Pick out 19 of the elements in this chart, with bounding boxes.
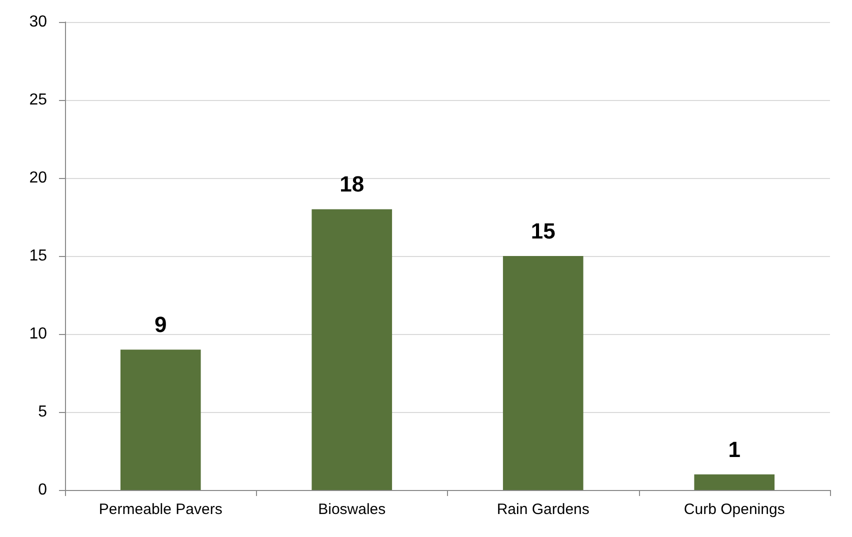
bar — [120, 350, 201, 490]
y-tick-label: 30 — [29, 14, 48, 30]
x-tick-label: Permeable Pavers — [98, 501, 222, 518]
data-label: 15 — [530, 218, 556, 244]
y-tick-label: 25 — [29, 92, 48, 108]
x-tick-label: Rain Gardens — [496, 501, 590, 518]
bar — [502, 256, 584, 490]
bar — [694, 474, 775, 490]
y-tick-label: 0 — [38, 482, 48, 498]
x-tick-label: Bioswales — [318, 501, 386, 518]
bar — [312, 209, 392, 490]
y-tick-label: 15 — [29, 248, 48, 264]
x-tick-label: Curb Openings — [684, 501, 785, 518]
y-tick-label: 5 — [38, 404, 48, 420]
data-label: 1 — [728, 436, 740, 462]
data-label: 9 — [154, 312, 167, 338]
y-tick-label: 20 — [29, 170, 48, 186]
y-tick-label: 10 — [29, 326, 48, 342]
data-label: 18 — [340, 172, 364, 197]
